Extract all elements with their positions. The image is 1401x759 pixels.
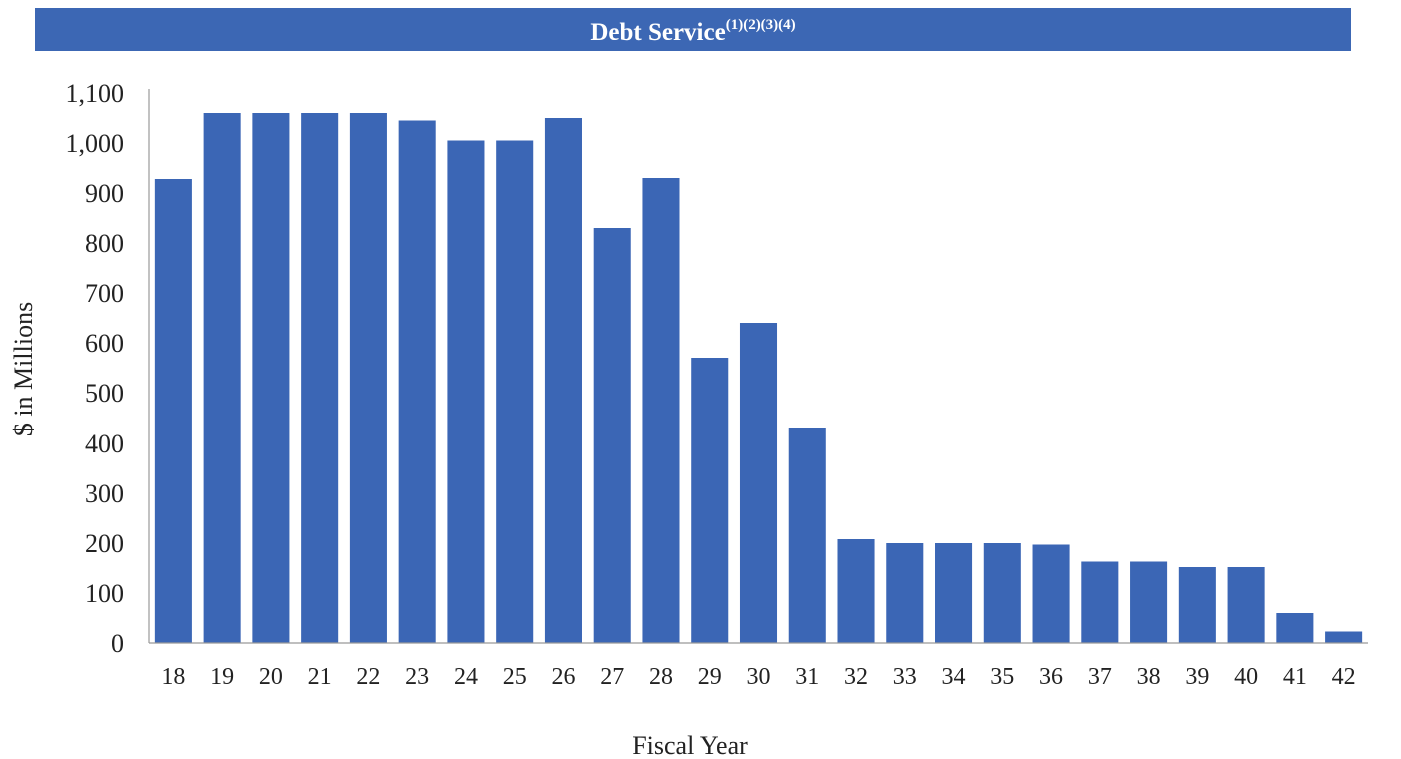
bar-fy35 xyxy=(983,543,1021,643)
bar-fy41 xyxy=(1276,613,1314,643)
x-tick-label: 42 xyxy=(1332,664,1356,690)
y-tick-label: 500 xyxy=(85,379,124,408)
bar-fy37 xyxy=(1081,561,1119,643)
bar-fy26 xyxy=(544,118,582,643)
y-tick-label: 0 xyxy=(111,629,124,658)
chart-title-superscript: (1)(2)(3)(4) xyxy=(726,17,796,33)
x-tick-label: 40 xyxy=(1234,664,1258,690)
x-tick-label: 34 xyxy=(942,664,966,690)
bar-fy31 xyxy=(788,428,826,643)
bar-fy40 xyxy=(1227,567,1265,643)
x-tick-label: 29 xyxy=(698,664,722,690)
bar-fy42 xyxy=(1325,631,1363,643)
y-axis-label: $ in Millions xyxy=(9,302,38,436)
y-tick-label: 700 xyxy=(85,279,124,308)
x-tick-label: 32 xyxy=(844,664,868,690)
x-tick-label: 27 xyxy=(600,664,624,690)
x-tick-label: 36 xyxy=(1039,664,1063,690)
title-banner xyxy=(35,8,1351,51)
x-tick-label: 19 xyxy=(210,664,234,690)
bar-fy27 xyxy=(593,228,631,643)
x-tick-label: 26 xyxy=(551,664,575,690)
bar-fy38 xyxy=(1130,561,1168,643)
y-tick-label: 1,100 xyxy=(66,79,125,108)
bar-fy36 xyxy=(1032,544,1070,643)
x-tick-label: 41 xyxy=(1283,664,1307,690)
bar-fy21 xyxy=(301,113,339,643)
x-tick-label: 30 xyxy=(747,664,771,690)
y-tick-label: 1,000 xyxy=(66,129,125,158)
chart-title: Debt Service(1)(2)(3)(4) xyxy=(590,17,795,46)
x-tick-label: 28 xyxy=(649,664,673,690)
x-tick-label: 35 xyxy=(990,664,1014,690)
bars-group xyxy=(154,113,1363,643)
x-tick-label: 21 xyxy=(308,664,332,690)
x-tick-label: 38 xyxy=(1137,664,1161,690)
bar-fy33 xyxy=(886,543,924,643)
bar-fy39 xyxy=(1178,567,1216,643)
bar-fy18 xyxy=(154,179,192,643)
bar-fy24 xyxy=(447,140,485,643)
x-tick-labels: 18 19 20 21 22 23 24 25 26 27 28 29 30 31 32 33 34 35 36 37… xyxy=(161,664,1355,690)
x-tick-label: 18 xyxy=(161,664,185,690)
x-tick-label: 24 xyxy=(454,664,478,690)
axes-group xyxy=(148,89,1368,644)
y-tick-label: 800 xyxy=(85,229,124,258)
x-tick-label: 39 xyxy=(1185,664,1209,690)
bar-fy19 xyxy=(203,113,241,643)
y-tick-label: 600 xyxy=(85,329,124,358)
bar-fy29 xyxy=(691,358,729,643)
y-tick-label: 900 xyxy=(85,179,124,208)
bar-fy23 xyxy=(398,120,436,643)
bar-fy22 xyxy=(349,113,387,643)
bar-fy25 xyxy=(496,140,534,643)
x-tick-label: 22 xyxy=(356,664,380,690)
x-tick-label: 31 xyxy=(795,664,819,690)
x-tick-label: 20 xyxy=(259,664,283,690)
x-tick-label: 37 xyxy=(1088,664,1112,690)
chart-title-main: Debt Service xyxy=(590,19,725,46)
x-tick-label: 33 xyxy=(893,664,917,690)
x-tick-label: 25 xyxy=(503,664,527,690)
bar-fy20 xyxy=(252,113,290,643)
bar-fy32 xyxy=(837,539,875,643)
y-tick-label: 300 xyxy=(85,479,124,508)
y-tick-label: 400 xyxy=(85,429,124,458)
bar-fy30 xyxy=(739,323,778,643)
y-tick-label: 100 xyxy=(85,579,124,608)
y-tick-label: 200 xyxy=(85,529,124,558)
bar-fy34 xyxy=(935,543,973,643)
y-tick-labels: 0 100 200 300 400 500 600 700 800 900 1,000 1,100 xyxy=(66,79,125,658)
x-tick-label: 23 xyxy=(405,664,429,690)
bar-fy28 xyxy=(642,178,680,643)
x-axis-label: Fiscal Year xyxy=(632,731,748,759)
